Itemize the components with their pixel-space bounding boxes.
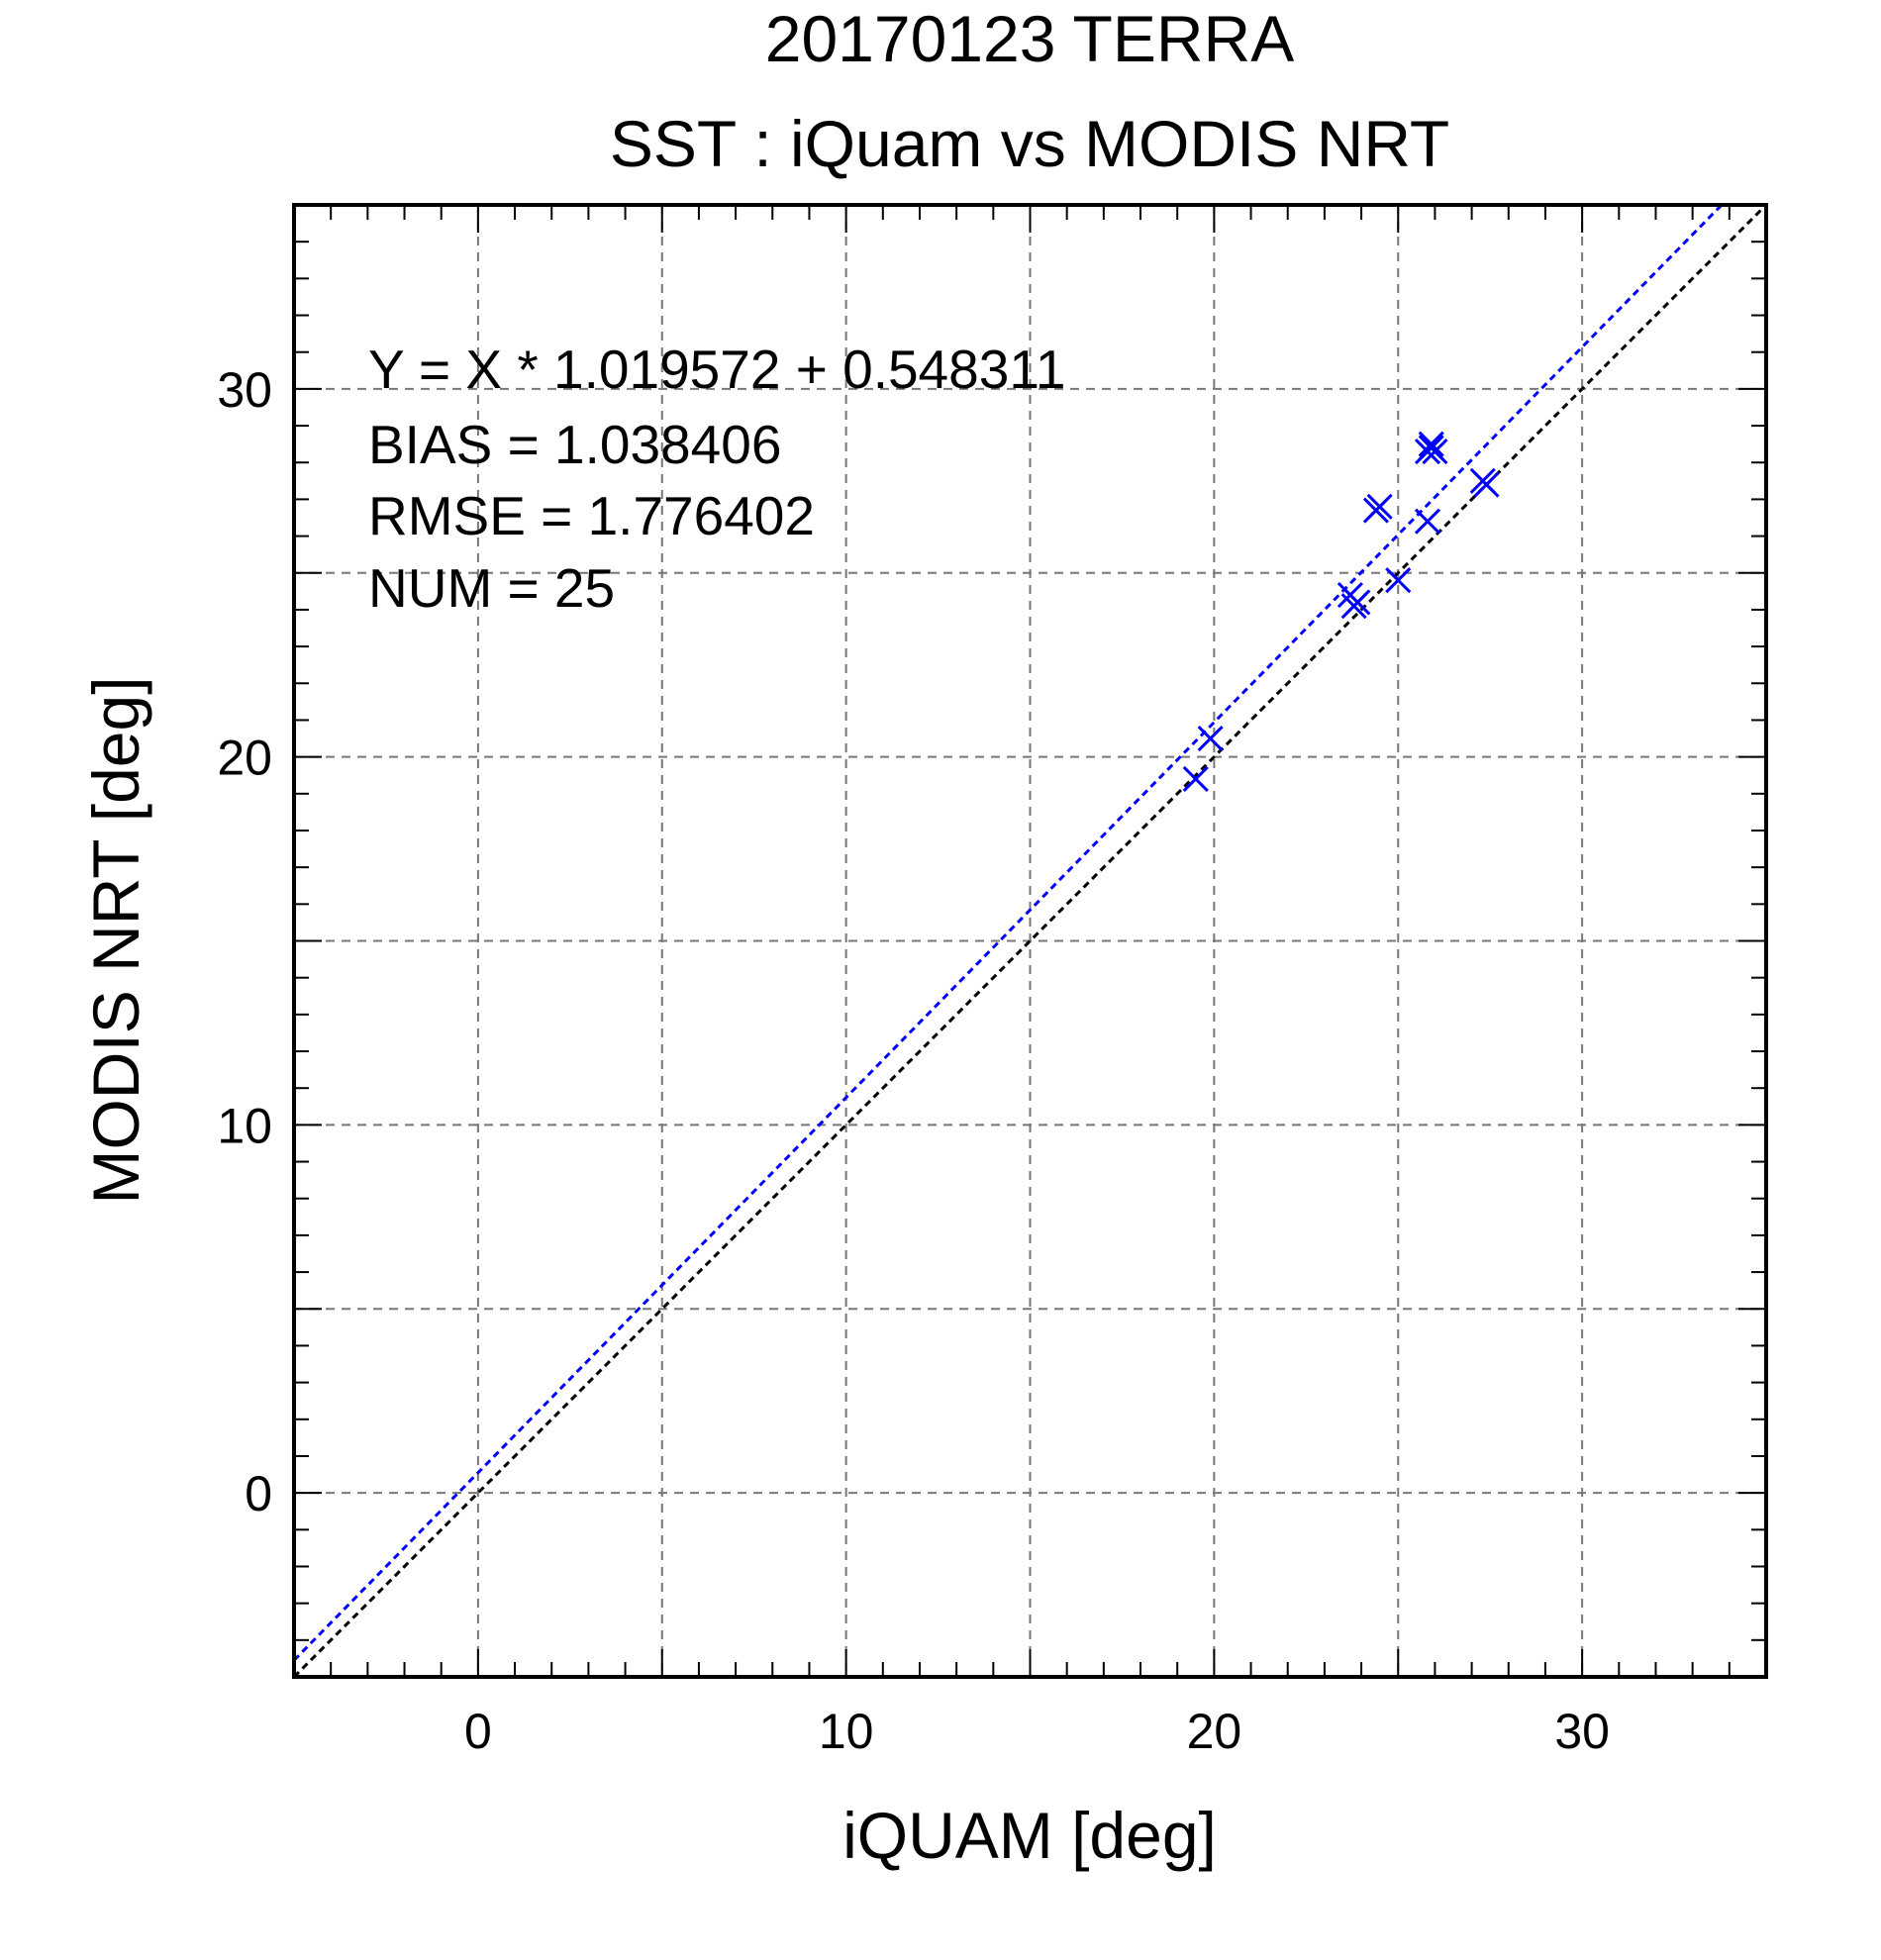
data-point-stroke <box>1182 765 1209 792</box>
data-point <box>1182 765 1209 792</box>
y-tick-label: 20 <box>217 731 272 786</box>
x-tick-label: 0 <box>464 1704 492 1759</box>
data-point <box>1385 567 1412 594</box>
fit-equation: Y = X * 1.019572 + 0.548311 <box>368 339 1065 400</box>
data-point <box>1197 725 1224 752</box>
data-point <box>1418 431 1444 457</box>
y-axis-label: MODIS NRT [deg] <box>79 676 152 1204</box>
x-axis-label: iQUAM [deg] <box>842 1799 1217 1872</box>
stats-box: Y = X * 1.019572 + 0.548311 BIAS = 1.038… <box>368 339 1065 619</box>
reference-lines <box>292 203 1768 1679</box>
data-point-stroke <box>1197 725 1224 752</box>
y-tick-label: 0 <box>245 1466 272 1521</box>
x-tick-label: 20 <box>1187 1704 1242 1759</box>
data-point <box>1473 471 1500 498</box>
data-points <box>1182 431 1500 792</box>
chart-subtitle: SST : iQuam vs MODIS NRT <box>610 107 1449 180</box>
x-tick-label: 30 <box>1554 1704 1610 1759</box>
data-point-stroke <box>1418 431 1444 457</box>
num-value: NUM = 25 <box>368 557 615 619</box>
y-tick-label: 30 <box>217 362 272 418</box>
data-point <box>1344 589 1371 616</box>
axis-ticks <box>293 204 1767 1678</box>
bias-value: BIAS = 1.038406 <box>368 414 781 475</box>
data-point <box>1366 493 1393 520</box>
rmse-value: RMSE = 1.776402 <box>368 485 815 546</box>
chart-title: 20170123 TERRA <box>765 2 1294 75</box>
y-tick-label: 10 <box>217 1098 272 1153</box>
regression-line <box>292 203 1724 1662</box>
grid-lines <box>294 205 1766 1677</box>
identity-line <box>292 203 1768 1679</box>
data-point <box>1414 508 1441 535</box>
data-point-stroke <box>1385 567 1412 594</box>
data-point <box>1422 439 1448 465</box>
data-point-stroke <box>1366 493 1393 520</box>
data-point-stroke <box>1422 439 1448 465</box>
plot-frame <box>292 203 1768 1679</box>
data-point-stroke <box>1473 471 1500 498</box>
x-tick-label: 10 <box>819 1704 874 1759</box>
tick-labels: 0 10 20 30 0 10 20 30 <box>217 362 1610 1759</box>
data-point-stroke <box>1344 589 1371 616</box>
data-point-stroke <box>1414 508 1441 535</box>
